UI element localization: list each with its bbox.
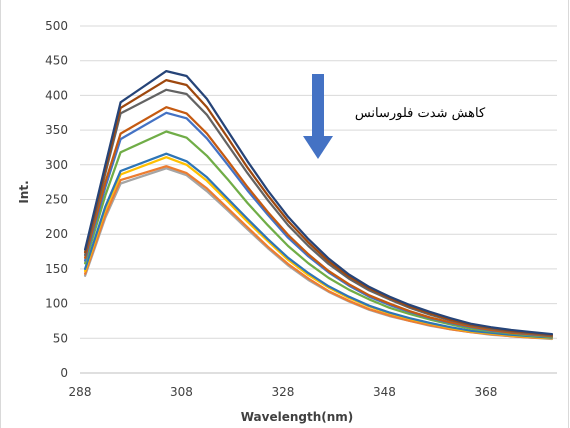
y-tick-label: 100 — [45, 297, 68, 311]
y-axis-title: Int. — [17, 180, 31, 203]
y-tick-label: 350 — [45, 123, 68, 137]
annotation-arrow — [303, 74, 333, 159]
series-line — [83, 69, 554, 336]
series-line — [83, 106, 554, 338]
y-tick-labels: 0 50 100 150 200 250 300 350 400 450 500 — [45, 19, 68, 380]
x-tick-label: 328 — [272, 385, 295, 399]
y-tick-label: 50 — [53, 331, 68, 345]
y-tick-label: 450 — [45, 54, 68, 68]
x-tick-labels: 288 308 328 348 368 — [69, 385, 498, 399]
x-tick-label: 348 — [373, 385, 396, 399]
series-line — [83, 130, 554, 339]
arrow-head — [303, 136, 333, 159]
annotation-text: کاهش شدت فلورسانس — [355, 106, 486, 121]
y-tick-label: 400 — [45, 88, 68, 102]
x-tick-label: 308 — [170, 385, 193, 399]
series-line — [83, 152, 554, 339]
arrow-shaft — [312, 74, 324, 136]
x-axis-title: Wavelength(nm) — [241, 410, 354, 424]
y-tick-label: 0 — [60, 366, 68, 380]
x-tick-label: 368 — [475, 385, 498, 399]
y-tick-label: 200 — [45, 227, 68, 241]
y-tick-label: 500 — [45, 19, 68, 33]
series-lines — [83, 69, 554, 341]
x-tick-label: 288 — [69, 385, 92, 399]
y-tick-label: 150 — [45, 262, 68, 276]
y-tick-label: 250 — [45, 193, 68, 207]
y-tick-label: 300 — [45, 158, 68, 172]
